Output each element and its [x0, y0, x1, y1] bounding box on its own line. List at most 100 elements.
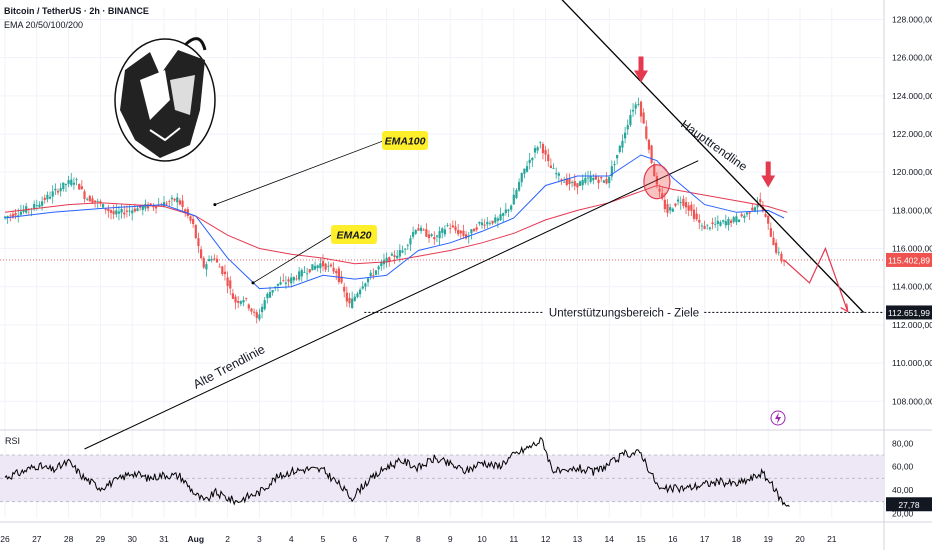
candle-body [629, 114, 632, 125]
candle-body [610, 166, 613, 177]
time-tick-label: 21 [827, 534, 837, 544]
candle-body [345, 292, 348, 302]
rsi-tick-label: 60,00 [892, 462, 914, 472]
candle-body [321, 260, 325, 267]
candle-body [38, 204, 41, 208]
candle-body [112, 211, 115, 215]
candle-body [200, 249, 203, 259]
candle-body [624, 132, 627, 139]
candle-body [613, 164, 616, 166]
candle-body [72, 182, 75, 185]
ema20-label: EMA20 [331, 225, 377, 244]
candle-body [502, 213, 505, 216]
candle-body [62, 182, 65, 190]
candle-body [133, 208, 136, 212]
old-trendline-label: Alte Trendlinie [191, 342, 268, 392]
candle-body [488, 223, 492, 225]
time-tick-label: 2 [225, 534, 230, 544]
candle-body [263, 300, 266, 310]
candle-body [361, 286, 364, 289]
candle-body [504, 209, 507, 213]
candle-body [197, 238, 200, 247]
candle-body [695, 213, 698, 220]
price-tick-label: 116.000,00 [892, 244, 932, 254]
candle-body [3, 216, 7, 219]
candle-body [332, 267, 335, 272]
candle-body [176, 197, 179, 203]
time-tick-label: 9 [448, 534, 453, 544]
candle-body [626, 125, 629, 130]
candle-body [374, 270, 378, 275]
candle-body [91, 198, 94, 204]
candle-body [730, 220, 733, 223]
candle-body [666, 204, 669, 213]
time-tick-label: 19 [763, 534, 773, 544]
candle-body [735, 216, 738, 223]
candle-body [271, 290, 274, 293]
candle-body [401, 250, 404, 253]
ema100-label: EMA100 [382, 131, 428, 150]
candle-body [650, 145, 653, 163]
candle-body [459, 230, 462, 234]
candle-body [581, 179, 584, 186]
candle-body [584, 177, 587, 183]
candle-body [700, 225, 704, 227]
price-tick-label: 110.000,00 [892, 358, 932, 368]
candle-body [406, 245, 409, 246]
time-tick-label: 16 [668, 534, 678, 544]
time-tick-label: 15 [636, 534, 646, 544]
candle-body [409, 238, 412, 245]
candle-body [470, 229, 473, 234]
candle-body [398, 250, 401, 257]
candle-body [594, 175, 598, 180]
candle-body [557, 173, 560, 176]
candle-body [295, 278, 298, 280]
candle-body [80, 186, 83, 190]
candle-body [679, 202, 682, 204]
ema100-anchor-dot [213, 203, 217, 207]
ema100-label-text: EMA100 [385, 136, 426, 148]
candle-body [343, 286, 346, 292]
candle-body [67, 180, 70, 184]
candle-body [714, 223, 717, 225]
candle-body [152, 206, 155, 208]
ema100-line [4, 184, 788, 265]
time-tick-label: 20 [795, 534, 805, 544]
candle-body [775, 242, 778, 253]
candle-body [597, 179, 600, 184]
candle-body [393, 255, 396, 258]
candle-body [602, 180, 605, 183]
price-tick-label: 120.000,00 [892, 167, 932, 177]
candle-body [618, 145, 621, 152]
time-tick-label: 11 [509, 534, 518, 544]
price-axis: 128.000,00 126.000,00 124.000,00 122.000,00… [892, 14, 932, 406]
candle-body [380, 262, 383, 267]
candle-body [684, 202, 688, 208]
rsi-tick-label: 40,00 [892, 485, 914, 495]
candle-body [340, 276, 343, 283]
candle-body [525, 166, 529, 172]
candle-body [600, 177, 603, 179]
candle-body [605, 178, 608, 184]
candle-body [737, 219, 741, 223]
candle-body [396, 255, 399, 259]
candle-body [348, 297, 351, 304]
candle-body [51, 191, 54, 197]
time-tick-label: 4 [289, 534, 294, 544]
candle-body [634, 104, 637, 109]
candle-body [642, 112, 645, 124]
candle-body [528, 159, 531, 163]
candle-body [165, 203, 168, 205]
candle-body [462, 230, 465, 236]
ema100-label-bg [382, 131, 428, 150]
candle-body [708, 227, 711, 229]
candle-body [677, 199, 680, 202]
candle-body [743, 215, 746, 219]
candle-body [287, 279, 290, 282]
time-tick-label: 27 [32, 534, 42, 544]
candle-body [616, 154, 619, 159]
candle-body [682, 198, 685, 206]
candle-body [451, 225, 454, 228]
candle-body [499, 214, 502, 221]
